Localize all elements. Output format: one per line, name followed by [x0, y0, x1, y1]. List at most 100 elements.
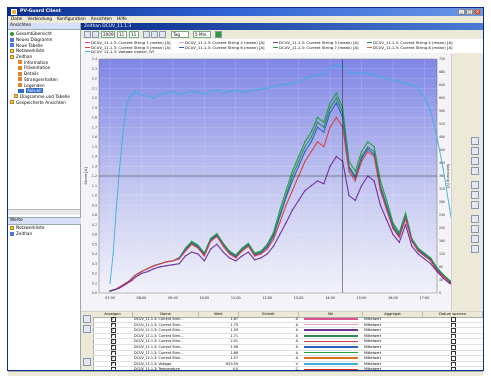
- prev-button[interactable]: [84, 31, 91, 38]
- tree-item-new-table[interactable]: Neue Tabelle: [10, 42, 80, 48]
- lock-date-checkbox[interactable]: [450, 356, 456, 361]
- values-item-network-list[interactable]: Netzwerkliste: [10, 225, 44, 231]
- table-row[interactable]: DCUV_11.1.3: Current Strin... 1.71 A Mittel…: [93, 333, 483, 340]
- line-style-sample[interactable]: [304, 362, 358, 365]
- lock-date-checkbox[interactable]: [450, 333, 456, 339]
- values-item-zeithan[interactable]: Zeithan: [10, 231, 44, 237]
- tool-button-1[interactable]: [471, 137, 479, 145]
- minimize-button[interactable]: _: [458, 9, 465, 15]
- tool-button-7[interactable]: [471, 201, 479, 209]
- tool-button-6[interactable]: [471, 191, 479, 199]
- go-button[interactable]: [215, 31, 222, 38]
- show-checkbox[interactable]: [110, 333, 116, 339]
- col-header[interactable]: Aggregat: [363, 312, 423, 317]
- day-field[interactable]: 11: [129, 31, 139, 38]
- show-checkbox[interactable]: [110, 350, 116, 356]
- tree-item-information[interactable]: Information: [10, 59, 80, 65]
- tree-item-overview[interactable]: Gesamtübersicht: [10, 31, 80, 37]
- show-checkbox[interactable]: [110, 361, 116, 367]
- range-select[interactable]: Tag: [171, 31, 189, 38]
- menu-konfiguration[interactable]: Konfiguration: [57, 17, 86, 22]
- col-header[interactable]: Einheit: [239, 312, 299, 317]
- menu-verbindung[interactable]: Verbindung: [27, 17, 53, 22]
- month-field[interactable]: 11: [117, 31, 127, 38]
- lock-date-checkbox[interactable]: [450, 317, 456, 322]
- tool-button-10[interactable]: [471, 235, 479, 243]
- lock-date-checkbox[interactable]: [450, 339, 456, 344]
- table-row[interactable]: DCUV_11.1.3: Voltage 633.59 V Mittelwert: [93, 361, 483, 368]
- legend-item[interactable]: DCUV_11.1.3: Current String 4 (mean) [A]: [367, 40, 453, 45]
- legend-item[interactable]: DCUV_11.1.3: Current String 6 (mean) [A]: [179, 45, 265, 50]
- tree-item-network-list[interactable]: Netzwerkliste: [10, 48, 80, 54]
- table-row[interactable]: DCUV_11.1.3: Current Strin... 1.67 A Mittel…: [93, 317, 483, 323]
- line-style-sample[interactable]: [304, 329, 358, 331]
- col-header[interactable]: Stil: [299, 312, 363, 317]
- table-row[interactable]: DCUV_11.1.3: Current Strin... 1.75 A Mittel…: [93, 322, 483, 329]
- lock-date-checkbox[interactable]: [450, 350, 456, 356]
- line-style-sample[interactable]: [304, 351, 358, 354]
- table-row[interactable]: DCUV_11.1.3: Current Strin... 1.57 A Mittel…: [93, 356, 483, 362]
- show-checkbox[interactable]: [110, 322, 116, 328]
- show-checkbox[interactable]: [110, 339, 116, 344]
- table-tool-1[interactable]: [83, 315, 91, 323]
- close-button[interactable]: ×: [474, 9, 481, 15]
- line-style-sample[interactable]: [304, 318, 358, 320]
- legend-item[interactable]: DCUV_11.1.3: Current String 3 (mean) [A]: [273, 40, 359, 45]
- tool-button-5[interactable]: [471, 181, 479, 189]
- table-tool-2[interactable]: [83, 325, 91, 333]
- tool-button-4[interactable]: [471, 167, 479, 175]
- table-row[interactable]: DCUV_11.1.3: Current Strin... 2.01 A Mittel…: [93, 339, 483, 345]
- tree-item-presentation[interactable]: Präsentation: [10, 65, 80, 71]
- lock-date-checkbox[interactable]: [450, 344, 456, 350]
- legend-item[interactable]: DCUV_11.1.3: Current String 5 (mean) [A]: [85, 45, 171, 50]
- zoom-button[interactable]: [151, 31, 158, 38]
- show-checkbox[interactable]: [110, 317, 116, 322]
- chart-area[interactable]: 0.0 0.1 0.2 0.3 0.4 0.5 0.6 0.7 0.8 0.9 1.0 1.1 1.2 1…: [81, 53, 451, 311]
- show-checkbox[interactable]: [110, 344, 116, 350]
- legend-item[interactable]: DCUV_11.1.3: Current String 8 (mean) [A]: [367, 45, 453, 50]
- legend-item[interactable]: DCUV_11.1.3: Voltage (mean) [V]: [85, 49, 154, 54]
- line-style-sample[interactable]: [304, 323, 358, 326]
- legend-item[interactable]: DCUV_11.1.3: Current String 2 (mean) [A]: [179, 40, 265, 45]
- calendar-icon[interactable]: [92, 31, 99, 38]
- lock-date-checkbox[interactable]: [450, 322, 456, 328]
- table-row[interactable]: DCUV_11.1.3: Current Strin... 1.66 A Mittel…: [93, 350, 483, 357]
- show-checkbox[interactable]: [110, 356, 116, 361]
- line-style-sample[interactable]: [304, 334, 358, 337]
- tree-item-string-behaviour[interactable]: Strangverhalten: [10, 77, 80, 83]
- refresh-button[interactable]: [143, 31, 150, 38]
- line-style-sample[interactable]: [304, 357, 358, 359]
- col-header[interactable]: Anzeigen: [93, 312, 133, 317]
- year-field[interactable]: 2009: [101, 31, 115, 38]
- tool-button-11[interactable]: [471, 245, 479, 253]
- lock-date-checkbox[interactable]: [450, 361, 456, 367]
- tool-button-2[interactable]: [471, 147, 479, 155]
- legend-item[interactable]: DCUV_11.1.3: Current String 1 (mean) [A]: [85, 40, 171, 45]
- legend-item[interactable]: DCUV_11.1.3: Current String 7 (mean) [A]: [273, 45, 359, 50]
- save-button[interactable]: [159, 31, 166, 38]
- tool-button-3[interactable]: [471, 157, 479, 165]
- maximize-button[interactable]: □: [466, 9, 473, 15]
- tree-item-charts-tables[interactable]: Diagramme und Tabelle: [10, 94, 80, 100]
- table-row[interactable]: DCUV_11.1.3: Current Strin... 1.96 A Mittel…: [93, 344, 483, 351]
- lock-date-checkbox[interactable]: [450, 328, 456, 333]
- tree-item-current[interactable]: Aktuell: [10, 88, 80, 94]
- menu-datei[interactable]: Datei: [11, 17, 23, 22]
- tree-item-saved-views[interactable]: Gespeicherte Ansichten: [10, 99, 80, 105]
- tree-item-new-chart[interactable]: Neues Diagramm: [10, 37, 80, 43]
- menu-hilfe[interactable]: Hilfe: [117, 17, 127, 22]
- interval-select[interactable]: 5 Min.: [193, 31, 211, 38]
- tool-button-9[interactable]: [471, 225, 479, 233]
- tree-item-details[interactable]: Details: [10, 71, 80, 77]
- tree-item-zeithan[interactable]: Zeithan: [10, 54, 80, 60]
- tool-button-8[interactable]: [471, 215, 479, 223]
- tree-item-legends[interactable]: Legenden: [10, 82, 80, 88]
- menu-ansichten[interactable]: Ansichten: [90, 17, 113, 22]
- col-header[interactable]: Datum sperren: [423, 312, 483, 317]
- line-style-sample[interactable]: [304, 368, 358, 371]
- table-row[interactable]: DCUV_11.1.3: Current Strin... 1.59 A Mittel…: [93, 328, 483, 334]
- show-checkbox[interactable]: [110, 328, 116, 333]
- line-style-sample[interactable]: [304, 346, 358, 348]
- col-header[interactable]: Name: [133, 312, 199, 317]
- views-scrollbar[interactable]: [8, 209, 80, 215]
